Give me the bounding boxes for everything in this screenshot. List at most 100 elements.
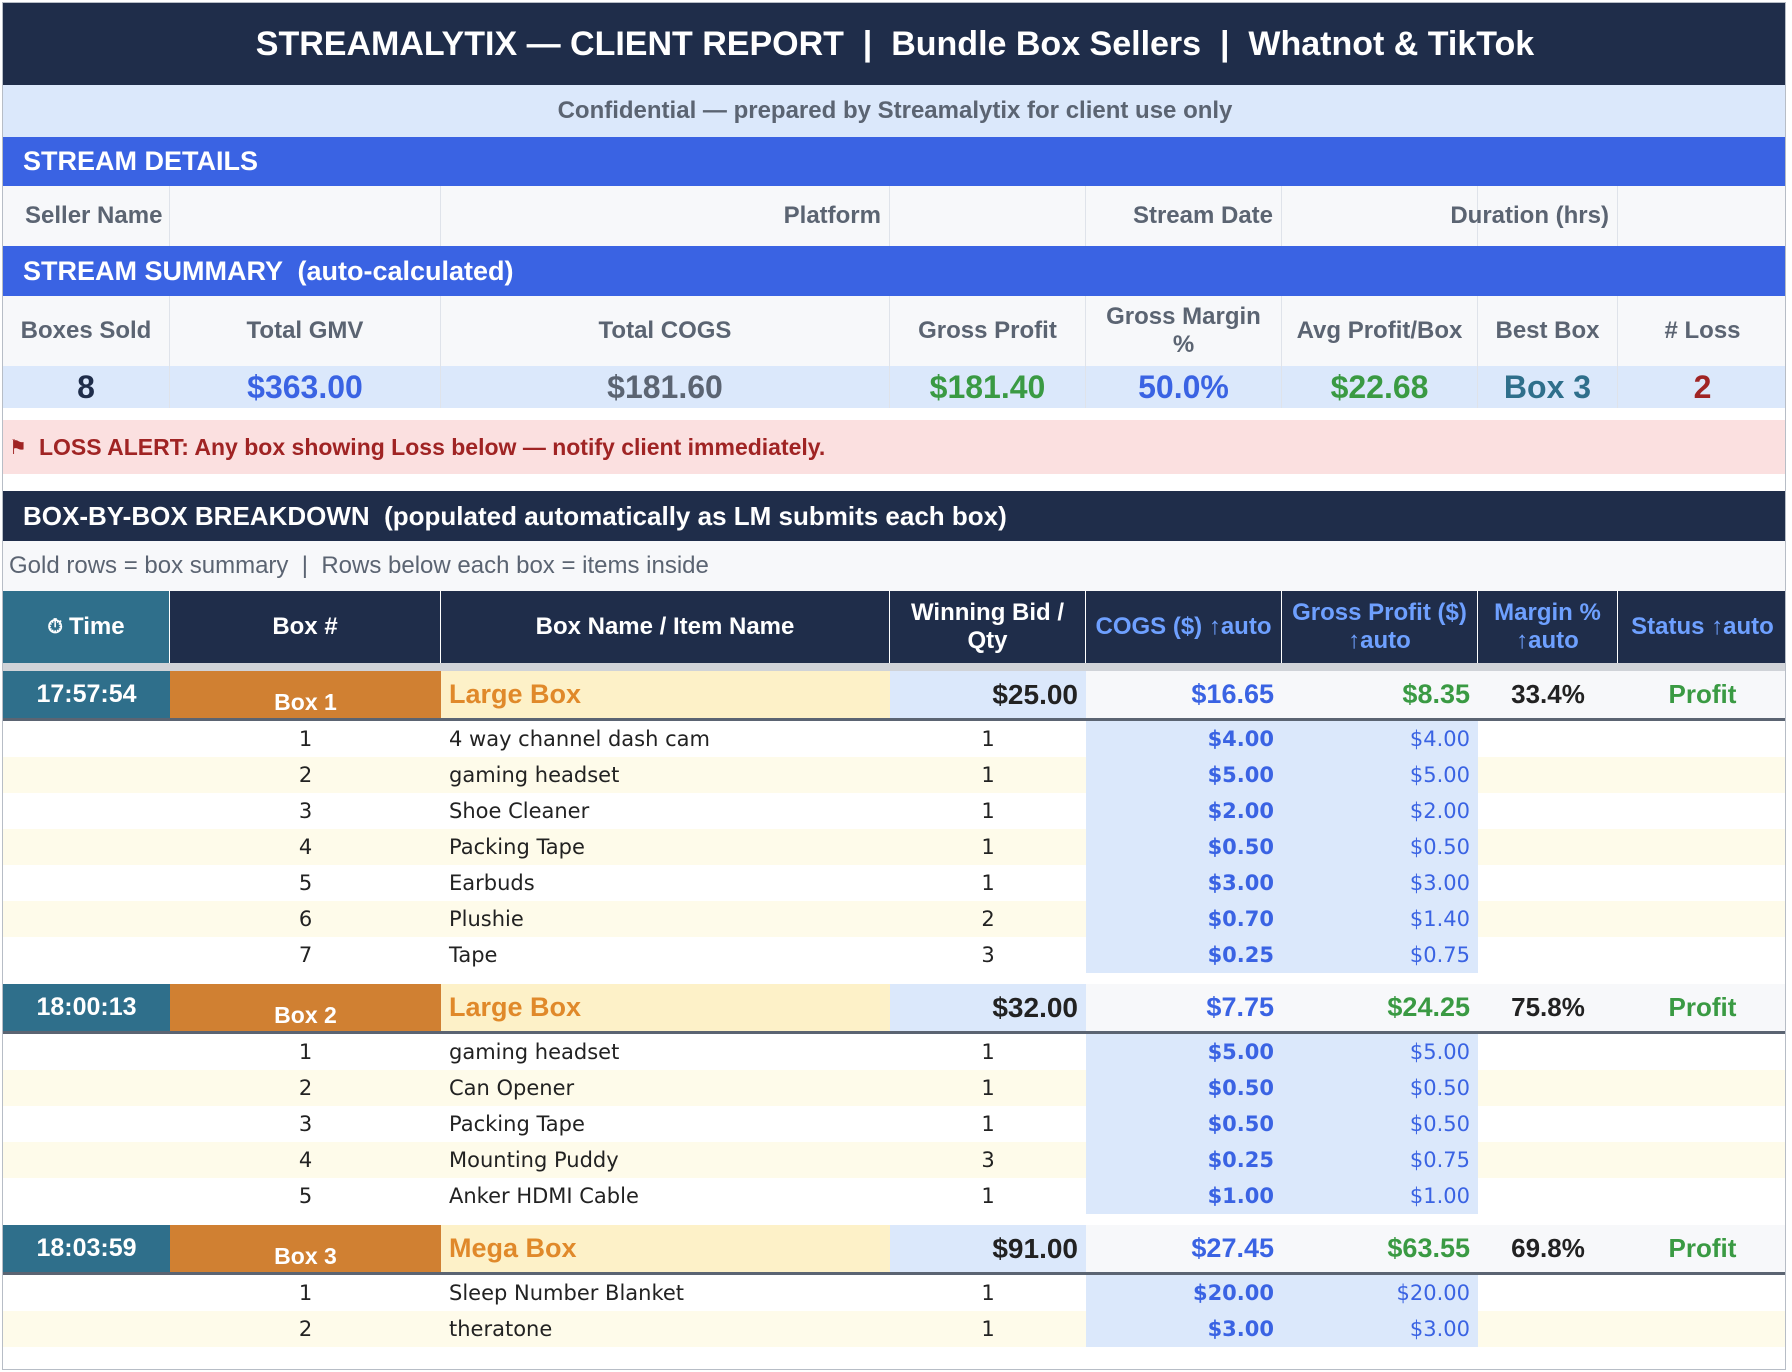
item-margin-cell[interactable] (1478, 901, 1618, 937)
box-winning-bid[interactable]: $32.00 (890, 984, 1086, 1031)
item-qty[interactable]: 1 (981, 727, 995, 751)
item-qty[interactable]: 1 (981, 799, 995, 823)
item-qty[interactable]: 1 (981, 835, 995, 859)
summary-boxes-sold[interactable]: 8 (3, 366, 170, 408)
item-gross-profit[interactable]: $2.00 (1282, 793, 1478, 829)
item-time-cell[interactable] (3, 1275, 170, 1311)
item-time-cell[interactable] (3, 721, 170, 757)
item-name[interactable]: Tape (449, 943, 498, 967)
item-margin-cell[interactable] (1478, 1106, 1618, 1142)
box-margin[interactable]: 75.8% (1511, 992, 1585, 1022)
seller-name-value[interactable] (170, 186, 441, 246)
item-status-cell[interactable] (1618, 1275, 1785, 1311)
item-margin-cell[interactable] (1478, 829, 1618, 865)
summary-header-gross-profit[interactable]: Gross Profit (890, 296, 1086, 366)
item-cogs[interactable]: $20.00 (1086, 1275, 1282, 1311)
col-status[interactable]: Status ↑auto (1631, 613, 1774, 640)
col-winning-bid[interactable]: Winning Bid / Qty (890, 591, 1086, 663)
col-box-name[interactable]: Box Name / Item Name (441, 591, 890, 663)
stream-date-label[interactable]: Stream Date (1086, 186, 1282, 246)
item-name[interactable]: gaming headset (449, 763, 620, 787)
summary-header-avg-profit[interactable]: Avg Profit/Box (1282, 296, 1478, 366)
box-status[interactable]: Profit (1668, 1233, 1737, 1263)
box-winning-bid[interactable]: $91.00 (890, 1225, 1086, 1272)
item-number[interactable]: 2 (298, 1317, 313, 1341)
item-gross-profit[interactable]: $1.00 (1282, 1178, 1478, 1214)
item-name[interactable]: Shoe Cleaner (449, 799, 590, 823)
item-gross-profit[interactable]: $5.00 (1282, 757, 1478, 793)
item-number[interactable]: 2 (298, 1076, 313, 1100)
item-name[interactable]: Can Opener (449, 1076, 575, 1100)
summary-best-box[interactable]: Box 3 (1478, 366, 1618, 408)
seller-name-label[interactable]: Seller Name (3, 186, 170, 246)
col-margin[interactable]: Margin % ↑auto (1478, 591, 1618, 663)
item-status-cell[interactable] (1618, 721, 1785, 757)
item-time-cell[interactable] (3, 757, 170, 793)
item-cogs[interactable]: $0.25 (1086, 1142, 1282, 1178)
box-number[interactable]: Box 2 (170, 984, 441, 1031)
item-time-cell[interactable] (3, 865, 170, 901)
item-margin-cell[interactable] (1478, 865, 1618, 901)
item-qty[interactable]: 1 (981, 871, 995, 895)
box-time[interactable]: 18:03:59 (3, 1225, 170, 1272)
summary-total-cogs[interactable]: $181.60 (441, 366, 890, 408)
item-cogs[interactable]: $5.00 (1086, 1034, 1282, 1070)
box-gross-profit[interactable]: $8.35 (1402, 679, 1470, 709)
item-cogs[interactable]: $4.00 (1086, 721, 1282, 757)
item-gross-profit[interactable]: $1.40 (1282, 901, 1478, 937)
item-number[interactable]: 5 (298, 1184, 313, 1208)
item-status-cell[interactable] (1618, 1311, 1785, 1347)
item-status-cell[interactable] (1618, 1070, 1785, 1106)
summary-header-total-cogs[interactable]: Total COGS (441, 296, 890, 366)
item-gross-profit[interactable]: $0.50 (1282, 829, 1478, 865)
stream-date-value[interactable] (1282, 186, 1478, 246)
item-name[interactable]: Sleep Number Blanket (449, 1281, 685, 1305)
item-status-cell[interactable] (1618, 1178, 1785, 1214)
confidential-banner[interactable]: Confidential — prepared by Streamalytix … (3, 85, 1785, 137)
box-time[interactable]: 17:57:54 (3, 671, 170, 718)
item-cogs[interactable]: $3.00 (1086, 865, 1282, 901)
summary-header-boxes-sold[interactable]: Boxes Sold (3, 296, 170, 366)
item-cogs[interactable]: $0.50 (1086, 1106, 1282, 1142)
summary-header-loss-count[interactable]: # Loss (1664, 317, 1741, 344)
report-title[interactable]: STREAMALYTIX — CLIENT REPORT | Bundle Bo… (3, 3, 1785, 85)
item-cogs[interactable]: $0.50 (1086, 829, 1282, 865)
item-number[interactable]: 3 (298, 1112, 313, 1136)
item-name[interactable]: Plushie (449, 907, 524, 931)
item-name[interactable]: gaming headset (449, 1040, 620, 1064)
item-margin-cell[interactable] (1478, 721, 1618, 757)
item-status-cell[interactable] (1618, 829, 1785, 865)
item-number[interactable]: 1 (298, 1281, 313, 1305)
item-margin-cell[interactable] (1478, 757, 1618, 793)
item-margin-cell[interactable] (1478, 1070, 1618, 1106)
item-qty[interactable]: 1 (981, 1076, 995, 1100)
item-time-cell[interactable] (3, 937, 170, 973)
loss-alert-banner[interactable]: ⚑ LOSS ALERT: Any box showing Loss below… (3, 420, 1785, 474)
box-name[interactable]: Large Box (441, 671, 890, 718)
item-gross-profit[interactable]: $0.50 (1282, 1070, 1478, 1106)
item-cogs[interactable]: $3.00 (1086, 1311, 1282, 1347)
box-name[interactable]: Large Box (441, 984, 890, 1031)
item-cogs[interactable]: $2.00 (1086, 793, 1282, 829)
item-number[interactable]: 4 (298, 835, 313, 859)
item-number[interactable]: 2 (298, 763, 313, 787)
item-gross-profit[interactable]: $3.00 (1282, 1311, 1478, 1347)
box-number[interactable]: Box 1 (170, 671, 441, 718)
col-time[interactable]: ⏱ Time (3, 591, 170, 663)
summary-total-gmv[interactable]: $363.00 (170, 366, 441, 408)
item-name[interactable]: Anker HDMI Cable (449, 1184, 639, 1208)
item-time-cell[interactable] (3, 1178, 170, 1214)
item-margin-cell[interactable] (1478, 937, 1618, 973)
item-number[interactable]: 5 (298, 871, 313, 895)
item-qty[interactable]: 1 (981, 1112, 995, 1136)
item-time-cell[interactable] (3, 1034, 170, 1070)
box-status[interactable]: Profit (1668, 679, 1737, 709)
summary-avg-profit[interactable]: $22.68 (1282, 366, 1478, 408)
item-status-cell[interactable] (1618, 757, 1785, 793)
item-name[interactable]: theratone (449, 1317, 553, 1341)
item-number[interactable]: 7 (298, 943, 313, 967)
item-gross-profit[interactable]: $0.75 (1282, 1142, 1478, 1178)
item-gross-profit[interactable]: $5.00 (1282, 1034, 1478, 1070)
item-time-cell[interactable] (3, 1142, 170, 1178)
stream-summary-header[interactable]: STREAM SUMMARY (auto-calculated) (3, 246, 1785, 296)
